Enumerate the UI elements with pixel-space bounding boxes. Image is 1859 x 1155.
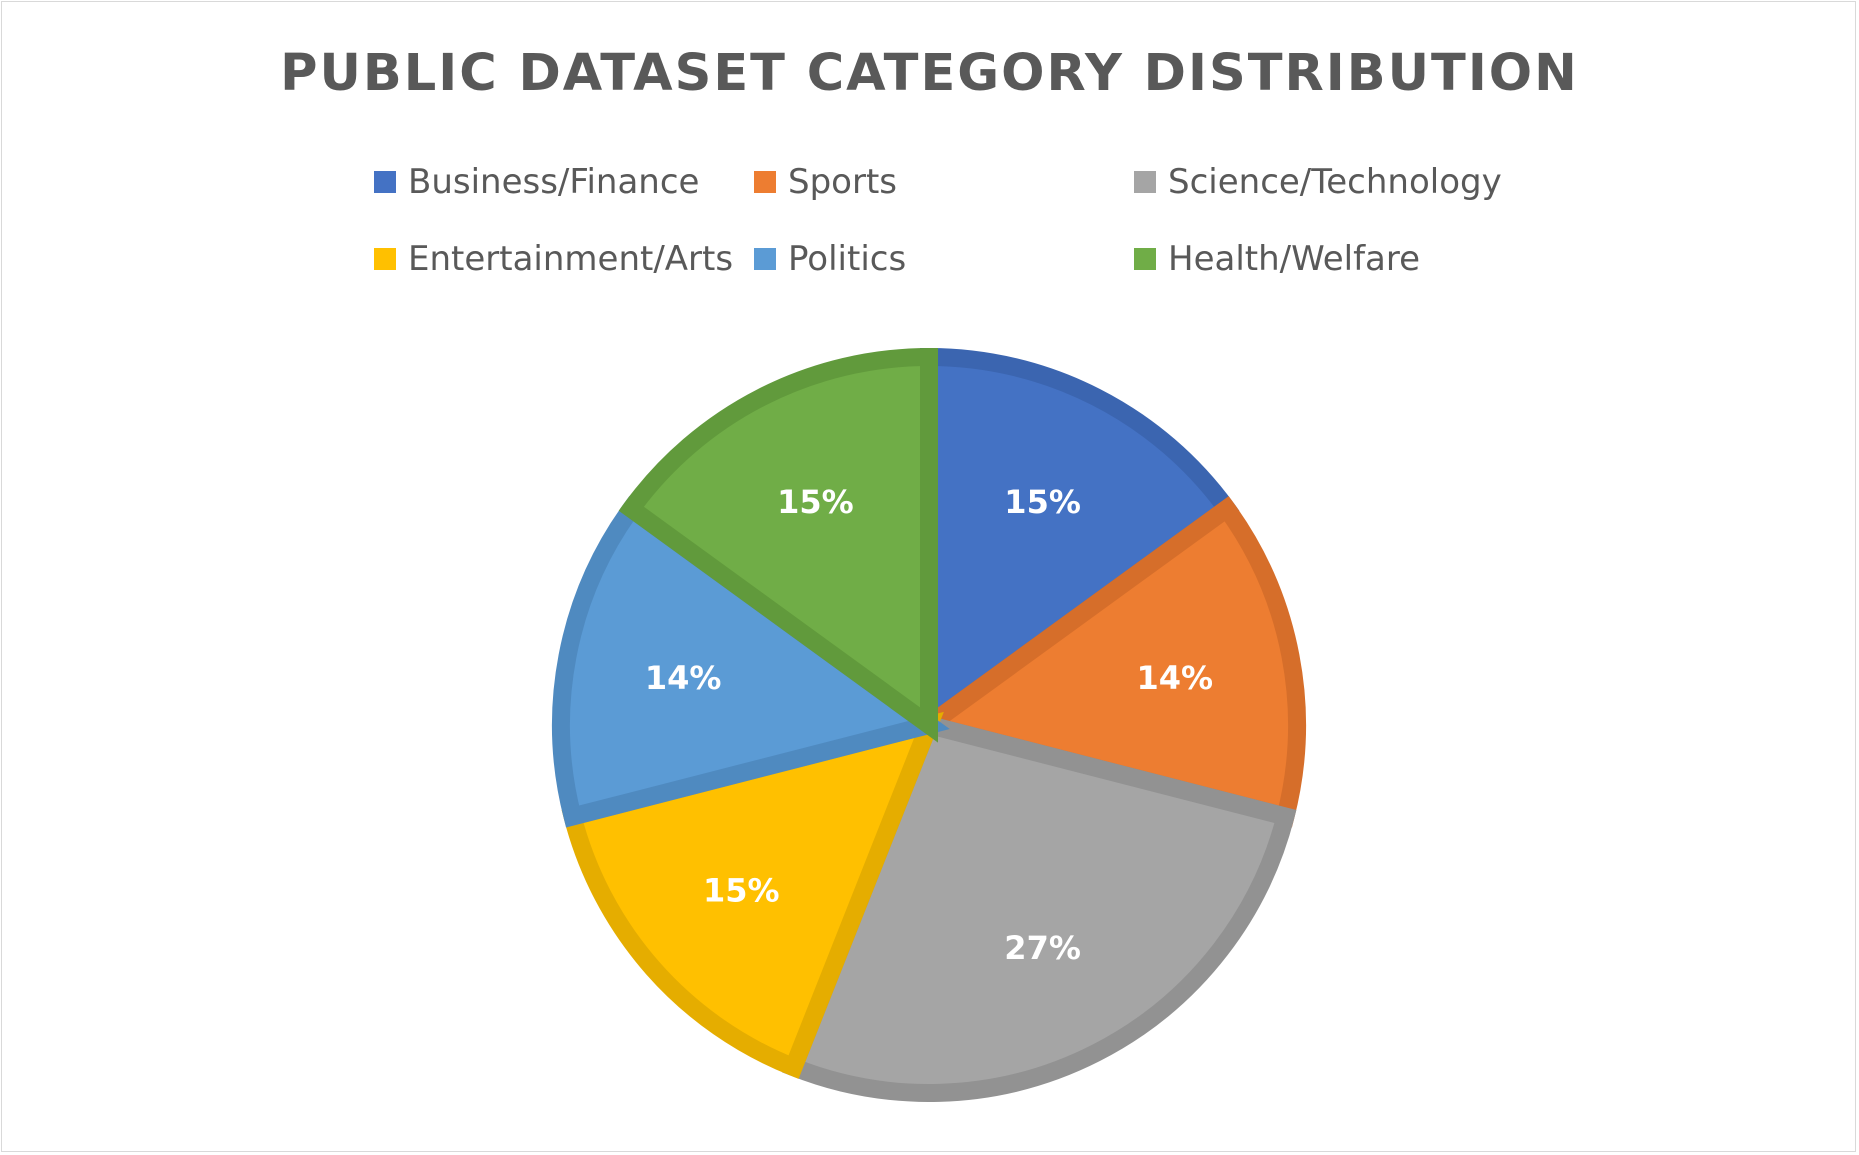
data-label-science-technology: 27% [1004,929,1081,967]
data-label-health-welfare: 15% [777,483,854,521]
legend-swatch [374,248,396,270]
legend-item-sports: Sports [754,160,897,204]
pie-slice-politics [552,496,950,828]
legend-swatch [374,171,396,193]
legend-item-business-finance: Business/Finance [374,160,699,204]
legend-item-science-technology: Science/Technology [1134,160,1502,204]
data-label-sports: 14% [1137,659,1214,697]
legend-label: Sports [788,162,897,202]
legend-item-politics: Politics [754,237,906,281]
legend: Business/Finance Sports Science/Technolo… [374,160,1554,310]
legend-label: Business/Finance [408,162,700,202]
legend-swatch [754,248,776,270]
legend-label: Politics [788,239,907,279]
pie-slice-entertainment-arts [561,711,944,1079]
legend-label: Entertainment/Arts [408,239,734,279]
legend-swatch [1134,171,1156,193]
pie-slice-business-finance [920,347,1240,743]
legend-label: Science/Technology [1168,162,1502,202]
pie-slices [552,347,1306,1102]
pie-slice-science-technology [781,714,1297,1102]
data-label-entertainment-arts: 15% [703,872,780,910]
data-label-business-finance: 15% [1004,483,1081,521]
pie-data-labels: 15% 14% 27% 15% 14% 15% [645,483,1213,967]
legend-label: Health/Welfare [1168,239,1421,279]
pie-slice-health-welfare [618,347,938,743]
legend-item-health-welfare: Health/Welfare [1134,237,1420,281]
chart-title: PUBLIC DATASET CATEGORY DISTRIBUTION [280,44,1579,103]
legend-item-entertainment-arts: Entertainment/Arts [374,237,733,281]
data-label-politics: 14% [645,659,722,697]
legend-swatch [754,171,776,193]
legend-swatch [1134,248,1156,270]
